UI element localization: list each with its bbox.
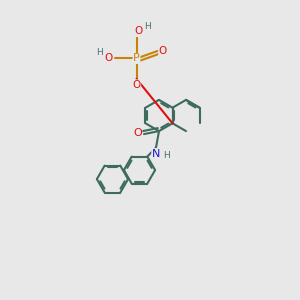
Text: H: H	[96, 48, 103, 57]
Text: O: O	[133, 128, 142, 139]
Text: H: H	[163, 151, 170, 160]
Text: P: P	[133, 53, 140, 64]
Text: O: O	[159, 46, 167, 56]
Text: O: O	[134, 26, 142, 37]
Text: O: O	[132, 80, 141, 90]
Text: O: O	[104, 53, 112, 64]
Text: N: N	[152, 148, 160, 159]
Text: H: H	[145, 22, 151, 31]
